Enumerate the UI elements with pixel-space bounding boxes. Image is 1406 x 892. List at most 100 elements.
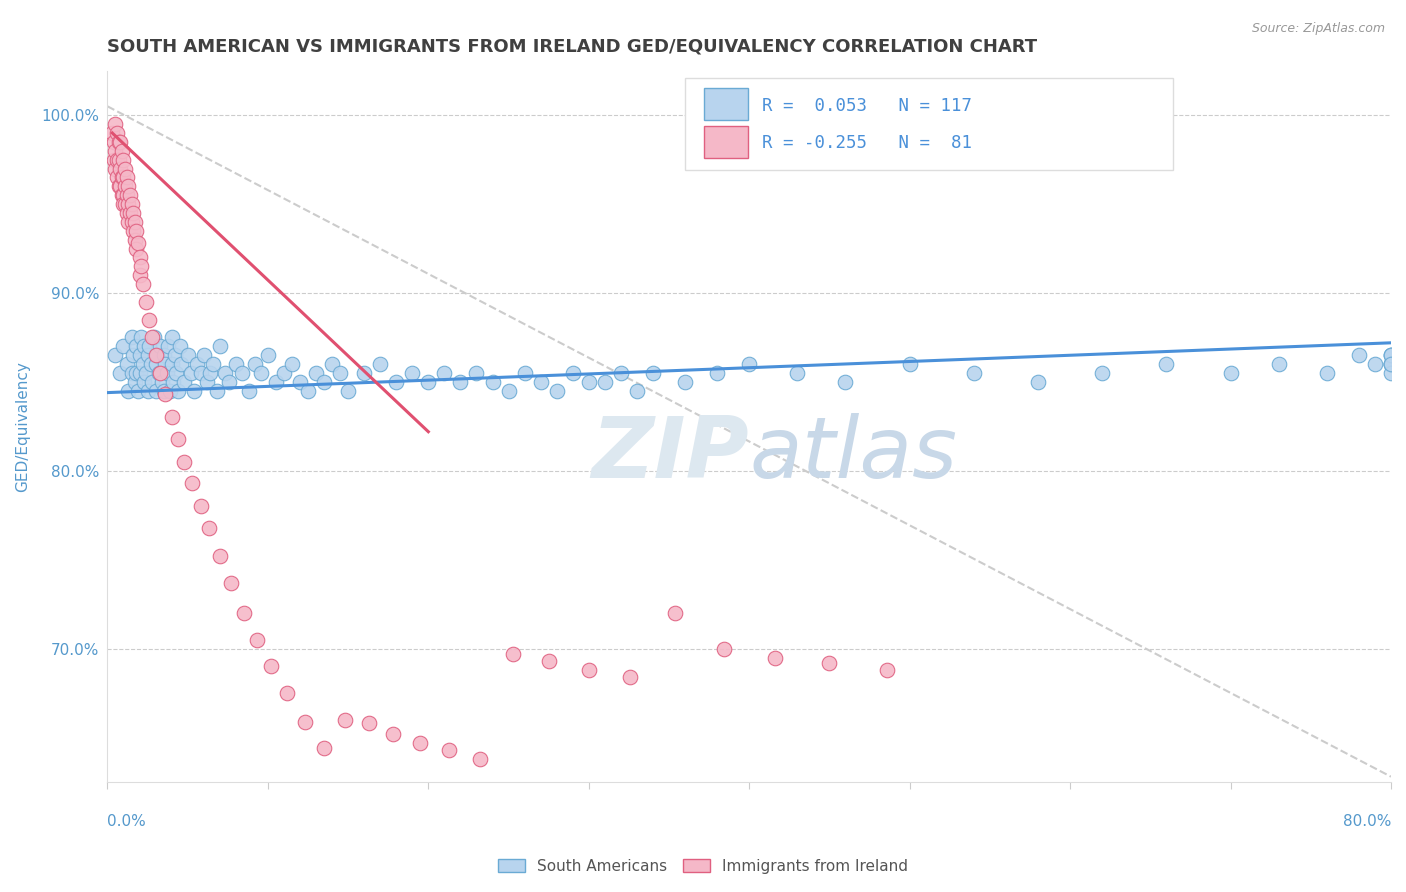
Point bbox=[1379, 348, 1402, 362]
Point bbox=[465, 366, 488, 380]
Point bbox=[138, 339, 160, 353]
Point bbox=[112, 153, 135, 167]
Point bbox=[1379, 357, 1402, 371]
Point bbox=[111, 170, 134, 185]
Point bbox=[129, 260, 152, 274]
Point bbox=[110, 135, 132, 149]
Point bbox=[101, 126, 124, 140]
Point bbox=[128, 366, 150, 380]
Point bbox=[103, 135, 125, 149]
Point bbox=[181, 476, 204, 491]
Point bbox=[578, 663, 600, 677]
Point bbox=[641, 366, 664, 380]
Point bbox=[117, 215, 139, 229]
Point bbox=[401, 366, 423, 380]
Point bbox=[125, 339, 148, 353]
Point bbox=[763, 650, 786, 665]
Point bbox=[124, 233, 146, 247]
Point bbox=[1364, 357, 1386, 371]
Text: ZIP: ZIP bbox=[592, 413, 749, 496]
Point bbox=[153, 357, 176, 371]
Point bbox=[193, 348, 215, 362]
Point bbox=[738, 357, 761, 371]
Point bbox=[117, 179, 139, 194]
Point bbox=[105, 126, 128, 140]
Point bbox=[619, 670, 641, 684]
Point bbox=[963, 366, 986, 380]
Point bbox=[141, 375, 163, 389]
Point bbox=[433, 366, 456, 380]
Point bbox=[321, 357, 343, 371]
Point bbox=[195, 375, 218, 389]
Point bbox=[409, 736, 432, 750]
Point bbox=[297, 384, 319, 398]
Point bbox=[134, 339, 156, 353]
Point bbox=[197, 521, 219, 535]
Point bbox=[128, 251, 150, 265]
Point bbox=[481, 375, 503, 389]
Point bbox=[205, 384, 228, 398]
Point bbox=[104, 161, 127, 176]
Point bbox=[1026, 375, 1049, 389]
Point bbox=[713, 641, 735, 656]
Point bbox=[124, 375, 146, 389]
Point bbox=[1379, 348, 1402, 362]
Point bbox=[468, 752, 491, 766]
Y-axis label: GED/Equivalency: GED/Equivalency bbox=[15, 361, 30, 491]
Point bbox=[329, 366, 352, 380]
Point bbox=[121, 197, 143, 211]
Point bbox=[121, 366, 143, 380]
Point bbox=[250, 366, 273, 380]
Point bbox=[107, 153, 129, 167]
Point bbox=[114, 197, 136, 211]
Point bbox=[112, 188, 135, 202]
Point bbox=[167, 384, 190, 398]
Point bbox=[276, 686, 298, 700]
Point bbox=[190, 366, 212, 380]
Text: Source: ZipAtlas.com: Source: ZipAtlas.com bbox=[1251, 22, 1385, 36]
Point bbox=[128, 268, 150, 283]
Point bbox=[104, 117, 127, 131]
Point bbox=[104, 348, 127, 362]
Point bbox=[449, 375, 471, 389]
Point bbox=[305, 366, 328, 380]
Point bbox=[219, 575, 242, 590]
Point bbox=[530, 375, 553, 389]
Point bbox=[418, 375, 440, 389]
Point bbox=[513, 366, 536, 380]
Point bbox=[834, 375, 856, 389]
Point bbox=[183, 384, 205, 398]
Point bbox=[103, 153, 125, 167]
Point bbox=[294, 714, 316, 729]
Point bbox=[537, 654, 560, 668]
Point bbox=[243, 357, 266, 371]
Point bbox=[1379, 357, 1402, 371]
Point bbox=[786, 366, 808, 380]
Point bbox=[104, 144, 127, 158]
Point bbox=[202, 357, 225, 371]
Point bbox=[257, 348, 280, 362]
Point bbox=[333, 713, 356, 727]
Point bbox=[148, 366, 170, 380]
Point bbox=[1379, 357, 1402, 371]
Point bbox=[143, 330, 166, 344]
FancyBboxPatch shape bbox=[704, 88, 748, 120]
Point bbox=[105, 153, 128, 167]
Point bbox=[125, 242, 148, 256]
Point bbox=[190, 500, 212, 514]
Point bbox=[173, 375, 195, 389]
Point bbox=[122, 206, 145, 220]
Point bbox=[1379, 348, 1402, 362]
Point bbox=[134, 375, 156, 389]
Point bbox=[232, 606, 254, 620]
Point bbox=[1091, 366, 1114, 380]
Point bbox=[876, 663, 898, 677]
Point bbox=[136, 384, 159, 398]
Point bbox=[593, 375, 616, 389]
Text: atlas: atlas bbox=[749, 413, 957, 496]
Point bbox=[353, 366, 375, 380]
Point bbox=[117, 197, 139, 211]
Point bbox=[121, 215, 143, 229]
Legend: South Americans, Immigrants from Ireland: South Americans, Immigrants from Ireland bbox=[492, 853, 914, 880]
Point bbox=[152, 384, 174, 398]
